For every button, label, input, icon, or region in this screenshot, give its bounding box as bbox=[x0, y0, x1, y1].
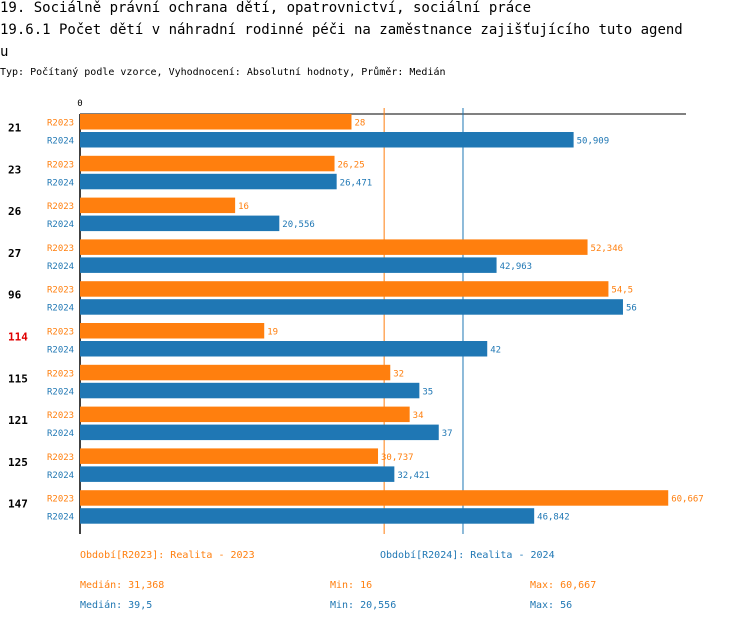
bar-r2023 bbox=[80, 155, 335, 172]
bar-r2023 bbox=[80, 197, 236, 214]
category-label: 147 bbox=[8, 498, 28, 511]
bar-r2024 bbox=[80, 508, 535, 524]
bar-r2024 bbox=[80, 424, 439, 441]
bar-r2023 bbox=[80, 281, 609, 297]
bar-r2023 bbox=[80, 406, 410, 423]
chart-title: 19.6.1 Počet dětí v náhradní rodinné péč… bbox=[0, 22, 683, 38]
category-label: 96 bbox=[8, 289, 22, 302]
median-r2024: Medián: 39,5 bbox=[80, 600, 153, 611]
max-r2023: Max: 60,667 bbox=[530, 580, 597, 591]
series-row-label: R2023 bbox=[47, 244, 74, 254]
chapter-title: 19. Sociálně právní ochrana dětí, opatro… bbox=[0, 0, 532, 16]
category-label: 26 bbox=[8, 205, 22, 218]
series-row-label: R2024 bbox=[47, 262, 74, 272]
series-row-label: R2023 bbox=[47, 202, 74, 212]
series-row-label: R2023 bbox=[47, 286, 74, 296]
series-row-label: R2024 bbox=[47, 429, 74, 439]
category-label: 115 bbox=[8, 372, 28, 385]
bar-value-label: 34 bbox=[413, 411, 424, 421]
bar-r2024 bbox=[80, 173, 337, 190]
bar-r2024 bbox=[80, 257, 497, 273]
bar-value-label: 42,963 bbox=[500, 262, 533, 272]
bar-value-label: 37 bbox=[442, 429, 453, 439]
bar-value-label: 32,421 bbox=[397, 471, 430, 481]
series-row-label: R2024 bbox=[47, 513, 74, 523]
series-row-label: R2024 bbox=[47, 220, 74, 230]
bar-value-label: 54,5 bbox=[611, 286, 633, 296]
bar-value-label: 50,909 bbox=[577, 137, 610, 147]
category-label: 21 bbox=[8, 122, 22, 135]
max-r2024: Max: 56 bbox=[530, 600, 573, 611]
bar-r2023 bbox=[80, 323, 265, 339]
legend-r2024: Období[R2024]: Realita - 2024 bbox=[380, 550, 555, 561]
bar-value-label: 16 bbox=[238, 202, 249, 212]
bar-r2023 bbox=[80, 114, 352, 130]
bar-value-label: 26,25 bbox=[338, 160, 365, 170]
bar-r2024 bbox=[80, 466, 395, 482]
bar-value-label: 30,737 bbox=[381, 453, 414, 463]
series-row-label: R2024 bbox=[47, 387, 74, 397]
median-r2023: Medián: 31,368 bbox=[80, 580, 165, 591]
series-row-label: R2023 bbox=[47, 369, 74, 379]
bar-r2023 bbox=[80, 364, 391, 381]
category-label: 27 bbox=[8, 247, 21, 260]
bar-value-label: 32 bbox=[393, 369, 404, 379]
series-row-label: R2023 bbox=[47, 160, 74, 170]
category-label: 121 bbox=[8, 414, 28, 427]
bar-r2024 bbox=[80, 299, 623, 315]
bar-r2024 bbox=[80, 341, 488, 357]
category-label: 125 bbox=[8, 456, 28, 469]
bar-r2024 bbox=[80, 132, 574, 148]
bar-r2024 bbox=[80, 382, 420, 399]
bar-r2024 bbox=[80, 215, 280, 232]
bar-r2023 bbox=[80, 448, 379, 464]
chart-subtitle: Typ: Počítaný podle vzorce, Vyhodnocení:… bbox=[0, 67, 446, 78]
x-axis-zero-label: 0 bbox=[77, 99, 82, 109]
series-row-label: R2023 bbox=[47, 453, 74, 463]
series-row-label: R2024 bbox=[47, 304, 74, 314]
bar-value-label: 19 bbox=[267, 328, 278, 338]
series-row-label: R2023 bbox=[47, 119, 74, 129]
bar-value-label: 28 bbox=[354, 119, 365, 129]
chart-title-continuation: u bbox=[0, 44, 9, 60]
series-row-label: R2024 bbox=[47, 346, 74, 356]
bar-value-label: 52,346 bbox=[591, 244, 624, 254]
category-label: 23 bbox=[8, 163, 21, 176]
bar-r2023 bbox=[80, 239, 588, 255]
bar-value-label: 42 bbox=[490, 346, 501, 356]
bar-value-label: 46,842 bbox=[537, 513, 570, 523]
series-row-label: R2024 bbox=[47, 178, 74, 188]
bar-r2023 bbox=[80, 490, 669, 506]
min-r2023: Min: 16 bbox=[330, 580, 373, 591]
series-row-label: R2023 bbox=[47, 328, 74, 338]
series-row-label: R2024 bbox=[47, 137, 74, 147]
series-row-label: R2024 bbox=[47, 471, 74, 481]
bar-value-label: 56 bbox=[626, 304, 637, 314]
bar-value-label: 35 bbox=[422, 387, 433, 397]
series-row-label: R2023 bbox=[47, 411, 74, 421]
bar-value-label: 20,556 bbox=[282, 220, 315, 230]
series-row-label: R2023 bbox=[47, 495, 74, 505]
category-label: 114 bbox=[8, 331, 28, 344]
min-r2024: Min: 20,556 bbox=[330, 600, 397, 611]
legend-r2023: Období[R2023]: Realita - 2023 bbox=[80, 550, 255, 561]
bar-value-label: 60,667 bbox=[671, 495, 704, 505]
bar-value-label: 26,471 bbox=[340, 178, 373, 188]
